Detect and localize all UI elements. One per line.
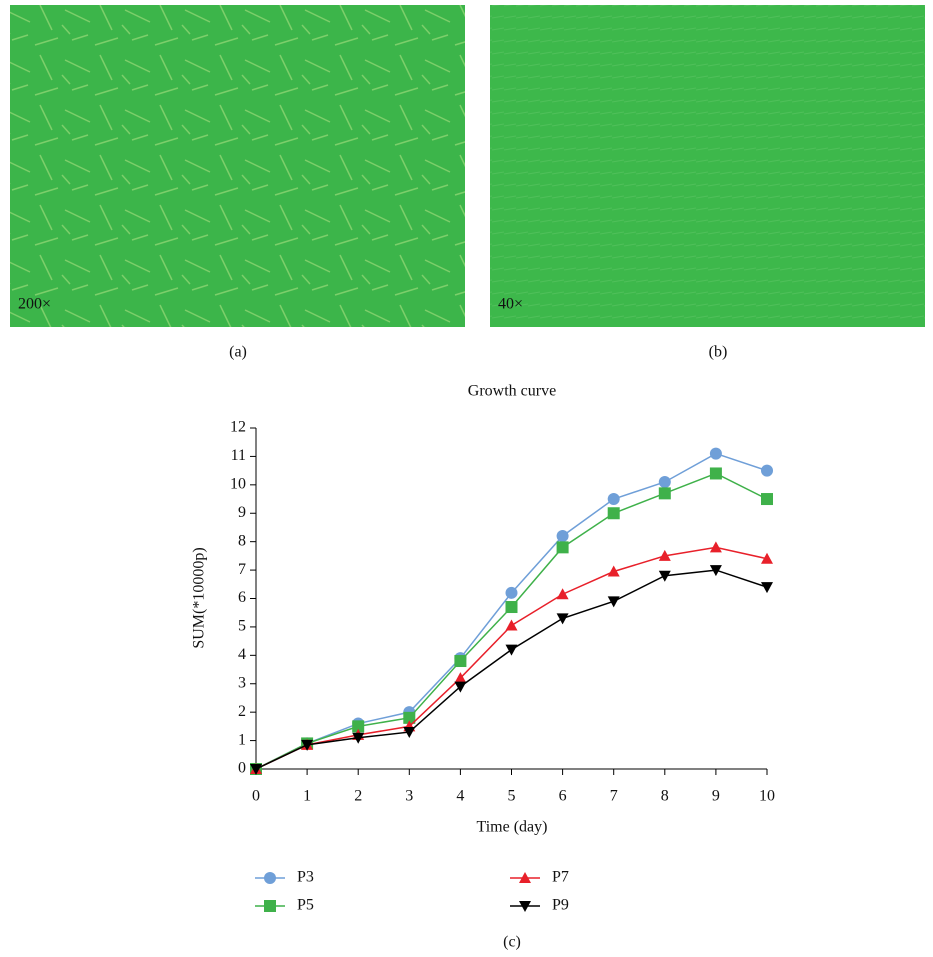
marker xyxy=(761,464,773,477)
marker xyxy=(505,601,518,614)
y-tick-label: 12 xyxy=(230,419,246,436)
legend-label: P3 xyxy=(297,869,314,886)
x-tick-label: 4 xyxy=(456,788,464,805)
x-tick-label: 3 xyxy=(405,788,413,805)
marker xyxy=(709,541,722,553)
marker xyxy=(556,588,569,600)
marker xyxy=(505,619,518,631)
marker xyxy=(761,582,773,594)
legend-marker xyxy=(519,901,531,912)
y-tick-label: 0 xyxy=(238,760,246,777)
marker xyxy=(352,732,365,744)
panel-label: (b) xyxy=(709,344,728,361)
marker xyxy=(658,487,671,500)
marker xyxy=(709,467,722,480)
marker xyxy=(454,655,467,668)
legend-marker xyxy=(519,872,531,883)
magnification-label: 200× xyxy=(18,296,51,313)
marker xyxy=(761,552,773,564)
y-tick-label: 6 xyxy=(238,589,246,606)
marker xyxy=(658,549,671,561)
y-tick-label: 3 xyxy=(238,674,246,691)
marker xyxy=(505,644,518,656)
y-tick-label: 5 xyxy=(238,618,246,635)
x-tick-label: 1 xyxy=(303,788,311,805)
marker xyxy=(658,475,671,488)
micrograph-b xyxy=(490,5,925,327)
y-tick-label: 1 xyxy=(238,731,246,748)
micrograph-a xyxy=(10,5,465,327)
x-tick-label: 0 xyxy=(252,788,260,805)
x-tick-label: 6 xyxy=(559,788,567,805)
marker xyxy=(352,720,365,733)
y-tick-label: 7 xyxy=(238,561,246,578)
marker xyxy=(301,739,314,751)
chart-title: Growth curve xyxy=(468,383,556,400)
x-tick-label: 2 xyxy=(354,788,362,805)
legend-label: P7 xyxy=(552,869,569,886)
series-line xyxy=(255,546,768,770)
y-tick-label: 8 xyxy=(238,532,246,549)
marker xyxy=(607,596,620,608)
y-tick-label: 11 xyxy=(231,447,246,464)
legend-label: P5 xyxy=(297,897,314,914)
legend-marker xyxy=(264,872,276,884)
marker xyxy=(250,764,262,775)
marker xyxy=(607,565,620,577)
x-tick-label: 5 xyxy=(508,788,516,805)
marker xyxy=(556,529,569,542)
marker xyxy=(607,507,620,520)
marker xyxy=(709,447,722,460)
x-axis-label: Time (day) xyxy=(477,819,548,836)
marker xyxy=(556,541,569,554)
marker xyxy=(709,565,722,577)
marker xyxy=(403,711,416,724)
marker xyxy=(505,586,518,599)
x-tick-label: 9 xyxy=(712,788,720,805)
marker xyxy=(607,493,620,506)
marker xyxy=(454,681,467,693)
legend-marker xyxy=(264,900,276,912)
y-axis-label: SUM(*10000p) xyxy=(191,547,208,648)
panel-label: (c) xyxy=(503,934,521,951)
x-tick-label: 8 xyxy=(661,788,669,805)
legend-label: P9 xyxy=(552,897,569,914)
y-tick-label: 9 xyxy=(238,504,246,521)
marker xyxy=(658,570,671,582)
marker xyxy=(403,727,416,739)
y-tick-label: 2 xyxy=(238,703,246,720)
y-tick-label: 4 xyxy=(238,646,246,663)
marker xyxy=(556,613,569,625)
x-tick-label: 7 xyxy=(610,788,618,805)
marker xyxy=(454,672,467,684)
panel-label: (a) xyxy=(229,344,247,361)
magnification-label: 40× xyxy=(498,296,523,313)
x-tick-label: 10 xyxy=(759,788,775,805)
marker xyxy=(761,493,773,506)
y-tick-label: 10 xyxy=(230,476,246,493)
